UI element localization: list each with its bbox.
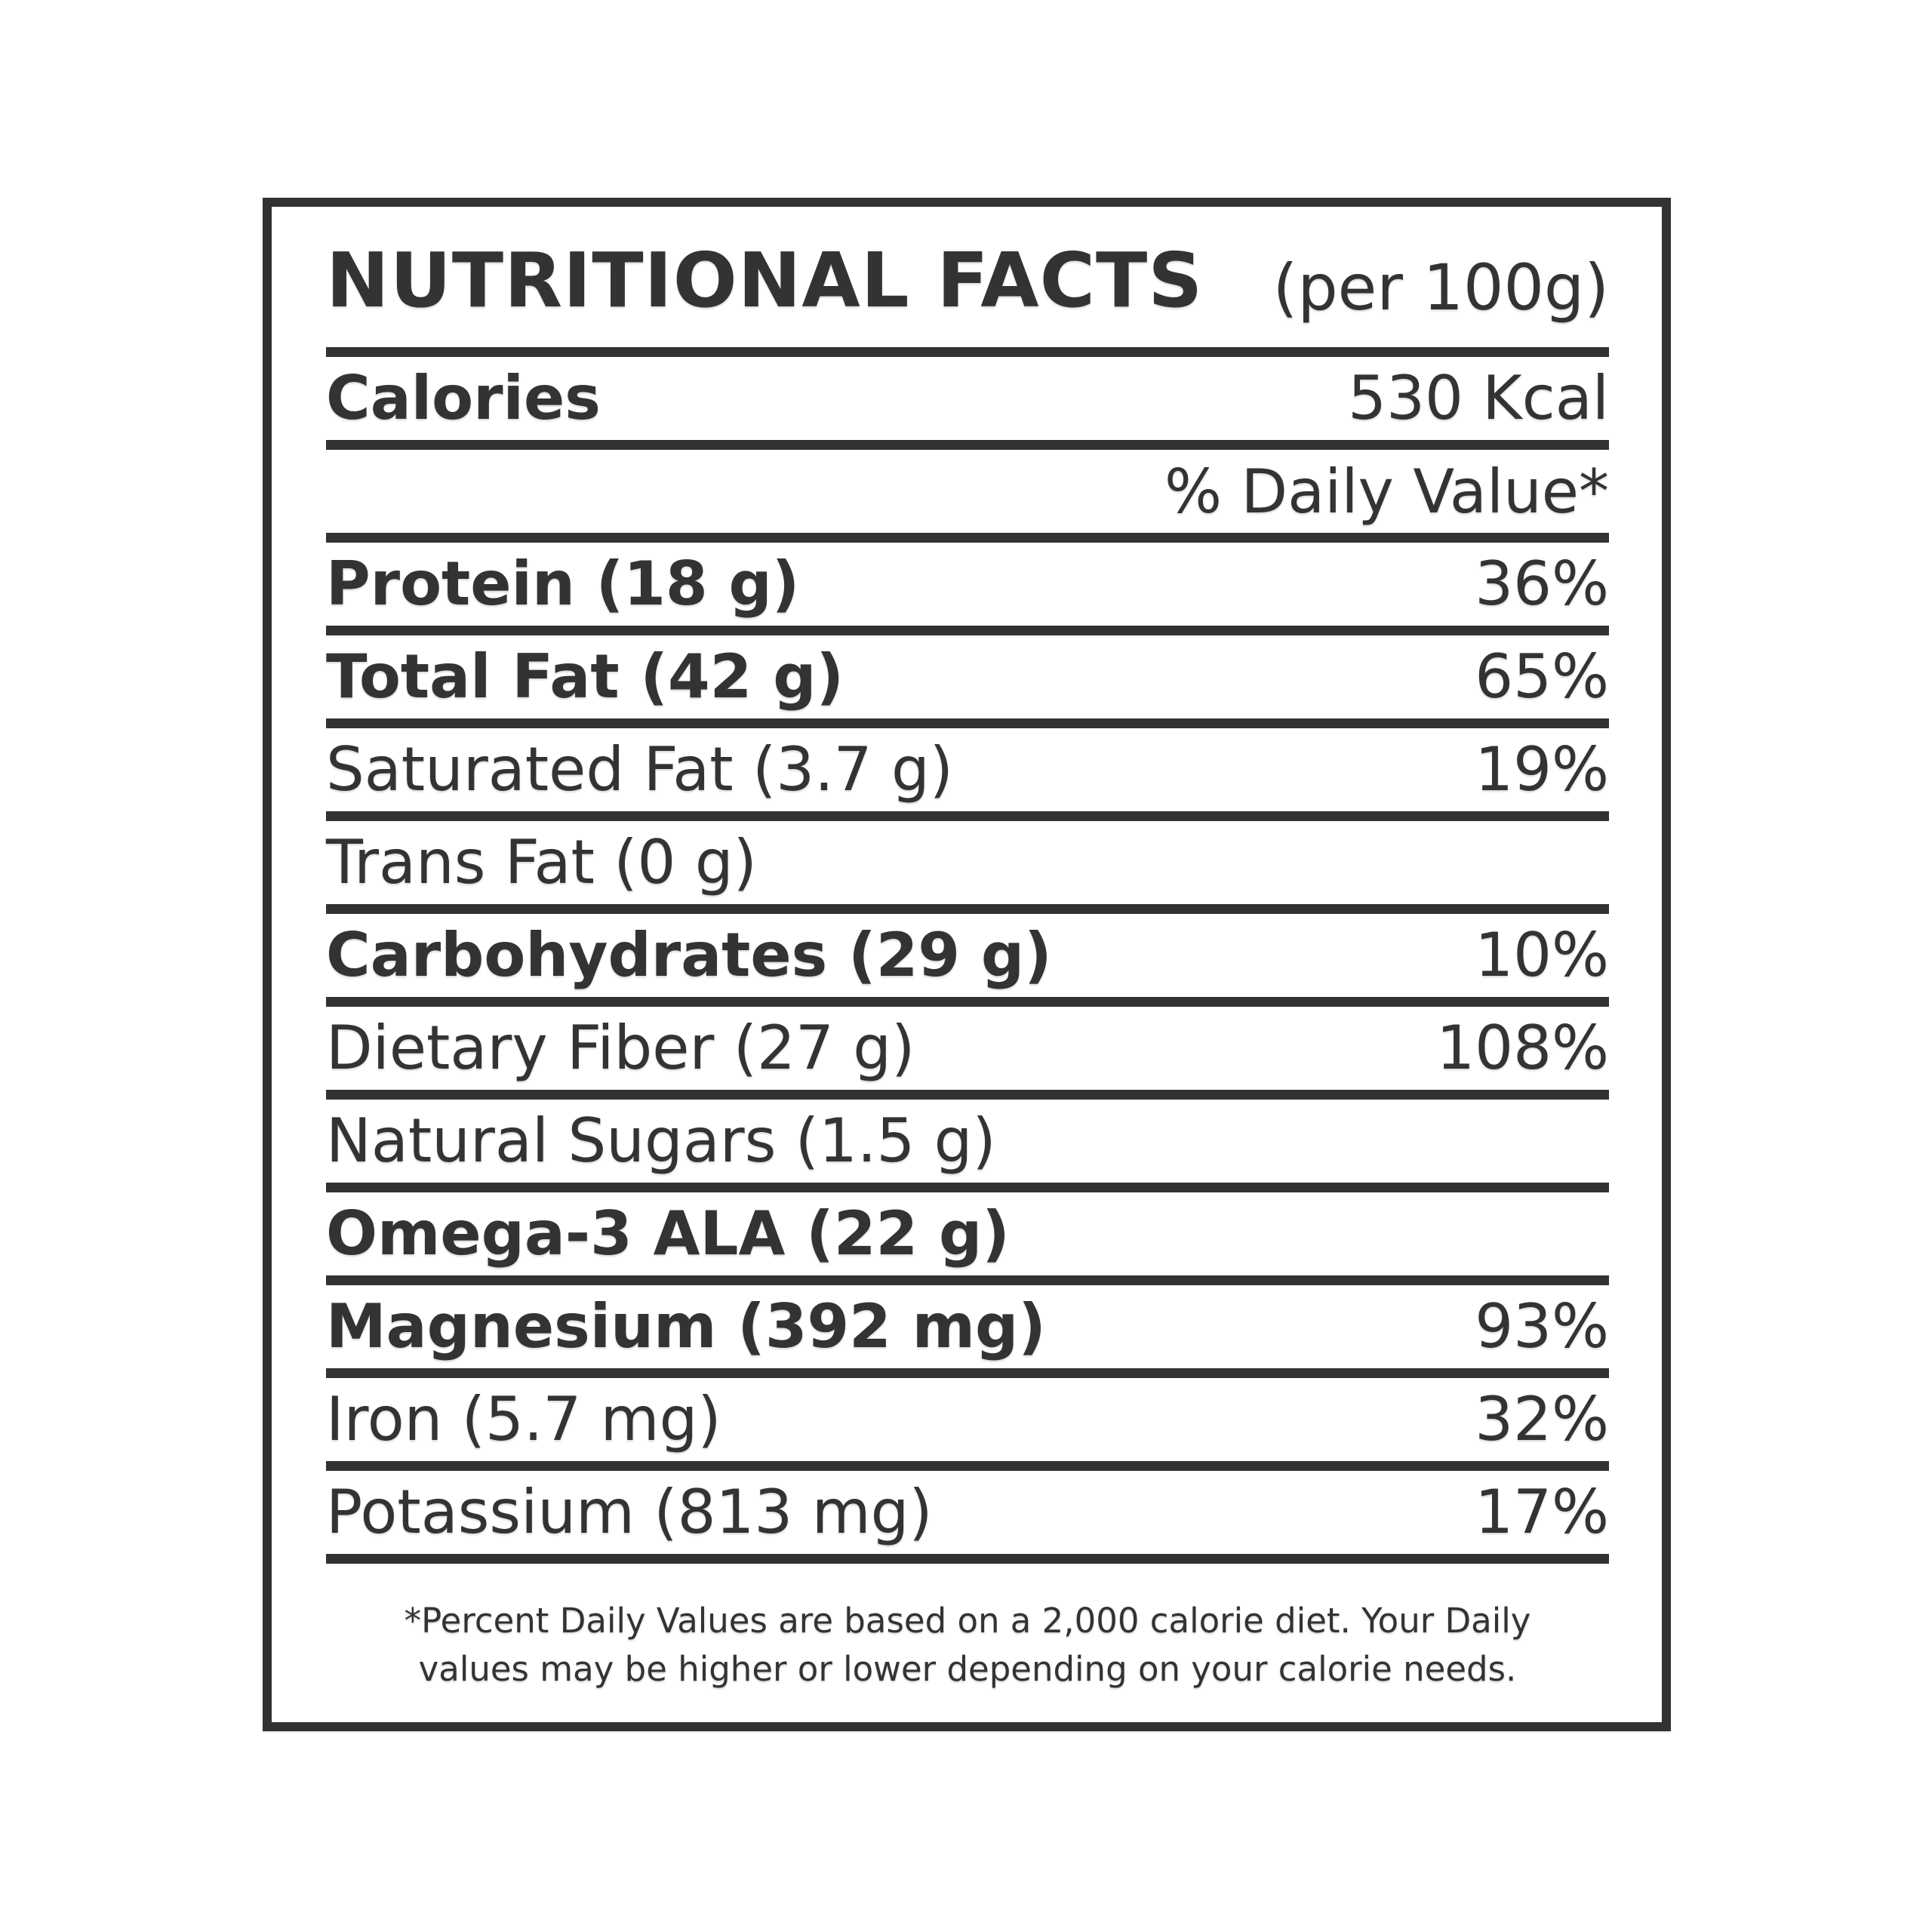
- nutrient-row-potassium: Potassium (813 mg) 17%: [326, 1471, 1609, 1564]
- nutrient-daily-value: 17%: [1475, 1477, 1609, 1547]
- nutrient-name: Protein (18 g): [326, 549, 800, 619]
- nutrient-row-dietary-fiber: Dietary Fiber (27 g) 108%: [326, 1007, 1609, 1100]
- calories-row: Calories 530 Kcal: [326, 357, 1609, 450]
- calories-value: 530 Kcal: [1348, 363, 1609, 433]
- nutrient-name: Potassium (813 mg): [326, 1477, 933, 1547]
- daily-value-header-row: % Daily Value*: [326, 450, 1609, 543]
- nutrient-row-natural-sugars: Natural Sugars (1.5 g): [326, 1100, 1609, 1192]
- nutrient-row-magnesium: Magnesium (392 mg) 93%: [326, 1285, 1609, 1378]
- calories-label: Calories: [326, 363, 601, 433]
- nutrient-name: Saturated Fat (3.7 g): [326, 734, 953, 804]
- daily-value-footnote: *Percent Daily Values are based on a 2,0…: [326, 1564, 1609, 1694]
- nutrient-name: Carbohydrates (29 g): [326, 920, 1052, 990]
- nutrient-daily-value: 19%: [1475, 734, 1609, 804]
- nutrient-row-carbohydrates: Carbohydrates (29 g) 10%: [326, 914, 1609, 1007]
- label-header: NUTRITIONAL FACTS (per 100g): [326, 207, 1609, 357]
- serving-size: (per 100g): [1272, 251, 1609, 325]
- nutrient-name: Natural Sugars (1.5 g): [326, 1106, 996, 1176]
- nutrient-row-total-fat: Total Fat (42 g) 65%: [326, 635, 1609, 728]
- nutrient-daily-value: 65%: [1475, 641, 1609, 712]
- nutrient-daily-value: 10%: [1475, 920, 1609, 990]
- nutrient-name: Trans Fat (0 g): [326, 827, 757, 897]
- footnote-line-2: values may be higher or lower depending …: [418, 1648, 1517, 1689]
- nutrient-row-saturated-fat: Saturated Fat (3.7 g) 19%: [326, 728, 1609, 821]
- nutrient-name: Total Fat (42 g): [326, 641, 844, 712]
- footnote-line-1: *Percent Daily Values are based on a 2,0…: [404, 1601, 1531, 1641]
- nutrition-facts-label: NUTRITIONAL FACTS (per 100g) Calories 53…: [263, 198, 1671, 1731]
- nutrient-row-iron: Iron (5.7 mg) 32%: [326, 1378, 1609, 1471]
- nutrient-daily-value: 93%: [1475, 1291, 1609, 1361]
- nutrient-daily-value: 32%: [1475, 1384, 1609, 1454]
- nutrient-row-omega-3-ala: Omega-3 ALA (22 g): [326, 1192, 1609, 1285]
- nutrient-name: Dietary Fiber (27 g): [326, 1013, 915, 1083]
- nutrient-daily-value: 108%: [1436, 1013, 1609, 1083]
- daily-value-header: % Daily Value*: [1164, 456, 1609, 527]
- nutrient-daily-value: 36%: [1475, 549, 1609, 619]
- nutrient-name: Iron (5.7 mg): [326, 1384, 721, 1454]
- nutrient-row-trans-fat: Trans Fat (0 g): [326, 821, 1609, 914]
- nutrient-row-protein: Protein (18 g) 36%: [326, 543, 1609, 635]
- label-title: NUTRITIONAL FACTS: [326, 236, 1204, 325]
- nutrient-name: Magnesium (392 mg): [326, 1291, 1046, 1361]
- nutrient-name: Omega-3 ALA (22 g): [326, 1198, 1010, 1269]
